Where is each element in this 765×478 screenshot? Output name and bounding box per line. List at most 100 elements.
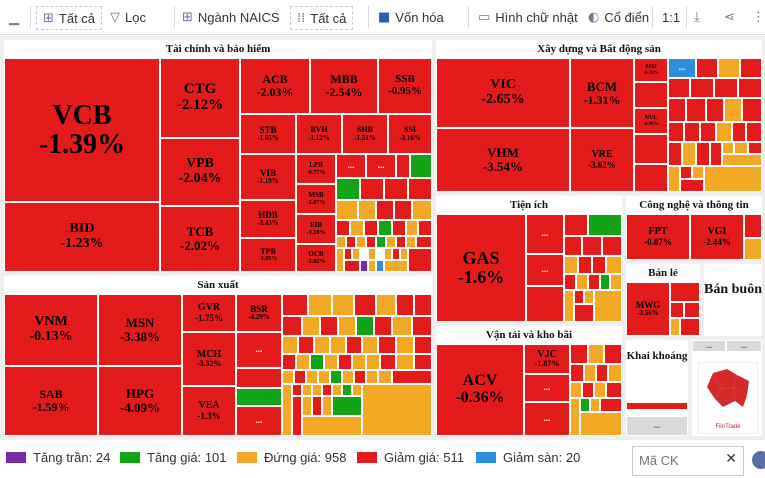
tile-small[interactable] <box>744 214 762 238</box>
tile-small[interactable] <box>564 236 582 256</box>
tile-lpb[interactable]: LPB -0.77% <box>296 154 336 184</box>
tile-vpb[interactable]: VPB -2.04% <box>160 138 240 206</box>
tile-vib[interactable]: VIB -1.19% <box>240 154 296 200</box>
tile-small[interactable] <box>352 384 362 396</box>
tile-small[interactable] <box>344 260 360 272</box>
tile-ssh[interactable]: SSH -6.79% <box>634 58 668 82</box>
tile-small[interactable] <box>376 260 384 272</box>
tile-small[interactable] <box>670 318 680 336</box>
tile-small[interactable] <box>366 370 378 384</box>
tile-nvl[interactable]: NVL -6.90% <box>634 108 668 134</box>
tile-small[interactable] <box>680 166 692 179</box>
tile-ctg[interactable]: CTG -2.12% <box>160 58 240 138</box>
tile-small[interactable] <box>418 220 432 236</box>
tile-small[interactable] <box>352 248 360 260</box>
tile-small[interactable] <box>582 382 594 398</box>
collapse-button[interactable]: ▁ <box>8 6 25 30</box>
tile-small[interactable] <box>606 382 622 398</box>
tile-small[interactable] <box>330 370 342 384</box>
tile-small[interactable] <box>346 236 356 248</box>
tile-small[interactable] <box>336 200 358 220</box>
tile-mwg[interactable]: MWG -3.56% <box>626 282 670 336</box>
tile-small[interactable] <box>282 294 308 316</box>
tile-small[interactable] <box>680 318 700 336</box>
tile-small[interactable] <box>384 260 408 272</box>
naics-button[interactable]: ⊞ Ngành NAICS <box>182 6 280 28</box>
tile-small[interactable] <box>392 370 432 384</box>
tile-small[interactable] <box>302 384 312 396</box>
tile-small[interactable] <box>394 200 412 220</box>
market-cap-button[interactable]: ■ Vốn hóa <box>378 6 444 28</box>
tile-small[interactable] <box>330 336 346 354</box>
tile-small[interactable] <box>408 178 432 200</box>
tile-small[interactable] <box>320 316 338 336</box>
tile-small[interactable] <box>396 294 414 316</box>
tile-small[interactable] <box>668 78 690 98</box>
tile-small[interactable] <box>322 396 332 416</box>
tile-small[interactable] <box>332 294 354 316</box>
tile-small[interactable] <box>308 294 332 316</box>
tile-small[interactable] <box>600 398 622 412</box>
industry-select[interactable]: ⁞⁞ Tất cả <box>290 6 354 30</box>
tile-hdb[interactable]: HDB -3.43% <box>240 200 296 238</box>
tile-small[interactable] <box>354 294 376 316</box>
tile-small[interactable] <box>570 382 582 398</box>
more-button[interactable]: ⋮ <box>752 6 765 28</box>
tile-small[interactable] <box>362 384 432 436</box>
tile-small[interactable] <box>668 142 682 166</box>
tile-small[interactable]: ... <box>526 214 564 254</box>
tile-vcb[interactable]: VCB -1.39% <box>4 58 160 202</box>
tile-small[interactable] <box>746 122 762 142</box>
tile-bcm[interactable]: BCM -1.31% <box>570 58 634 128</box>
tile-small[interactable] <box>332 384 342 396</box>
tile-small[interactable] <box>570 364 584 382</box>
tile-small[interactable] <box>686 98 706 122</box>
tile-small[interactable] <box>734 142 748 154</box>
tile-small[interactable] <box>742 98 762 122</box>
tile-small[interactable] <box>626 402 688 410</box>
tile-small[interactable] <box>582 236 602 256</box>
tile-small[interactable] <box>344 248 352 260</box>
tile-small[interactable] <box>732 122 746 142</box>
tile-small[interactable] <box>684 122 700 142</box>
tile-small[interactable] <box>350 220 364 236</box>
tile-small[interactable] <box>744 238 762 260</box>
tile-small[interactable] <box>564 274 576 290</box>
tile-small[interactable] <box>366 354 380 370</box>
tile-small[interactable] <box>392 316 412 336</box>
tile-small[interactable] <box>282 370 294 384</box>
tile-tpb[interactable]: TPB -3.95% <box>240 238 296 272</box>
tile-small[interactable] <box>578 256 592 274</box>
tile-small[interactable] <box>356 316 374 336</box>
tile-small[interactable] <box>718 58 740 78</box>
tile-small[interactable] <box>396 236 406 248</box>
tile-small[interactable] <box>722 154 762 166</box>
tile-small[interactable] <box>526 286 564 322</box>
tile-small[interactable] <box>282 384 292 436</box>
tile-small[interactable] <box>336 178 360 200</box>
tile-small[interactable] <box>368 260 376 272</box>
tile-small[interactable]: ... <box>336 154 366 178</box>
tile-small[interactable]: ... <box>626 416 688 436</box>
tile-small[interactable] <box>414 294 432 316</box>
tile-vic[interactable]: VIC -2.65% <box>436 58 570 128</box>
tile-small[interactable] <box>696 58 718 78</box>
tile-small[interactable] <box>590 398 600 412</box>
tile-small[interactable] <box>342 384 352 396</box>
tile-small[interactable] <box>338 316 356 336</box>
tile-small[interactable] <box>668 122 684 142</box>
tile-hpg[interactable]: HPG -4.09% <box>98 366 182 436</box>
tile-small[interactable] <box>378 370 392 384</box>
tile-small[interactable] <box>748 142 762 154</box>
tile-acv[interactable]: ACV -0.36% <box>436 344 524 436</box>
tile-small[interactable] <box>692 166 704 179</box>
tile-small[interactable] <box>306 370 318 384</box>
tile-small[interactable] <box>314 336 330 354</box>
tile-small[interactable] <box>416 236 432 248</box>
tile-small[interactable] <box>392 248 400 260</box>
share-button[interactable]: ⋖ <box>724 6 740 28</box>
tile-small[interactable] <box>302 416 362 436</box>
tile-small[interactable] <box>580 412 622 436</box>
tile-small[interactable] <box>668 166 680 192</box>
tile-small[interactable] <box>690 78 714 98</box>
